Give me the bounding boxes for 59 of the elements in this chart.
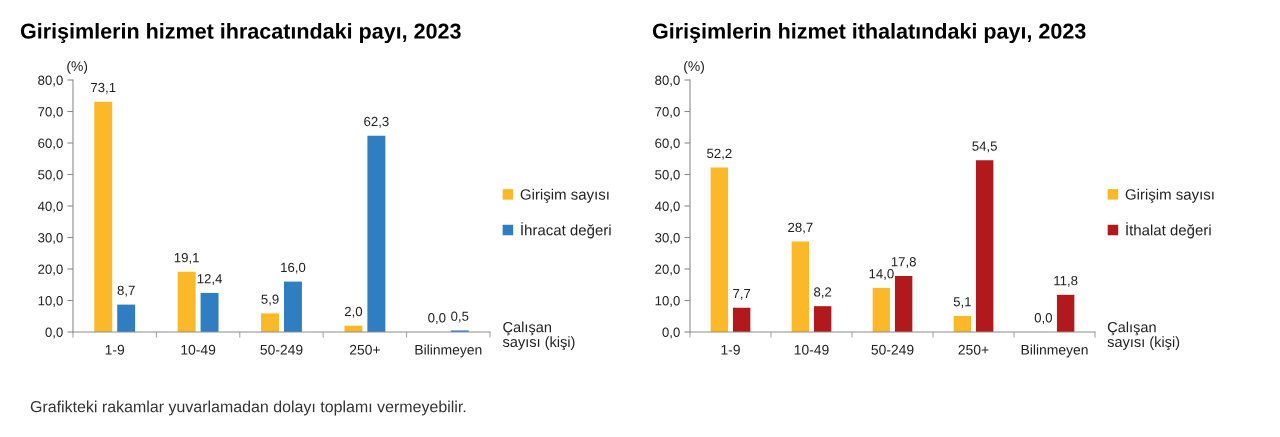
data-label: 54,5 (972, 141, 997, 153)
text: Grafikteki rakamlar yuvarlamadan dolayı toplamı vermeyebilir. (30, 400, 466, 416)
x-tick-label: Bilinmeyen (415, 344, 482, 358)
y-tick-label: 0,0 (45, 327, 63, 339)
x-tick-label: 250+ (958, 344, 989, 355)
data-label: 52,2 (707, 148, 732, 160)
legend-label: İhracat değeri (521, 222, 611, 239)
data-label: 5,9 (261, 294, 279, 306)
y-axis-title: (%) (684, 60, 704, 74)
y-tick-label: 60,0 (655, 138, 680, 150)
y-tick-label: 40,0 (654, 201, 680, 213)
data-label: 12,4 (197, 274, 223, 285)
x-axis-title: Çalışan sayısı (kişi) (1107, 321, 1180, 350)
x-tick-label: Bilinmeyen (1021, 344, 1088, 358)
y-tick-label: 50,0 (38, 170, 63, 181)
data-label: 0,0 (1034, 313, 1053, 325)
y-tick-label: 70,0 (655, 107, 680, 118)
x-axis-title: Çalışan sayısı (kişi) (502, 321, 575, 350)
y-tick-label: 80,0 (655, 75, 680, 87)
y-tick-label: 10,0 (38, 296, 63, 307)
x-tick-label: 10-49 (794, 344, 829, 355)
x-tick-label: 250+ (349, 344, 380, 355)
y-tick-label: 30,0 (38, 233, 63, 244)
legend-label: Girişim sayısı (1125, 188, 1214, 203)
y-tick-label: 60,0 (38, 138, 63, 150)
y-tick-label: 70,0 (38, 107, 63, 118)
legend-label: İthalat değeri (1126, 222, 1211, 239)
y-tick-label: 80,0 (38, 75, 63, 87)
data-label: 14,0 (869, 269, 894, 280)
data-label: 62,3 (364, 116, 389, 128)
x-tick-label: 1-9 (105, 344, 125, 355)
data-label: 0,5 (451, 311, 469, 323)
y-tick-label: 20,0 (655, 264, 680, 276)
data-label: 28,7 (788, 222, 813, 234)
data-label: 5,1 (953, 297, 971, 308)
y-tick-label: 30,0 (655, 233, 680, 244)
x-tick-label: 1-9 (721, 344, 740, 355)
data-label: 2,0 (344, 306, 363, 318)
data-label: 8,2 (814, 287, 832, 299)
data-label: 7,7 (733, 288, 751, 300)
x-tick-label: 50-249 (871, 344, 914, 355)
x-tick-label: 10-49 (181, 344, 216, 355)
data-label: 19,1 (174, 252, 199, 264)
data-label: 73,1 (91, 82, 116, 94)
x-tick-label: 50-249 (260, 344, 303, 355)
data-label: 16,0 (281, 262, 306, 274)
y-tick-label: 20,0 (38, 264, 63, 276)
data-label: 8,7 (117, 285, 135, 297)
y-tick-label: 40,0 (37, 201, 63, 213)
legend-label: Girişim sayısı (520, 188, 609, 203)
y-tick-label: 0,0 (662, 327, 680, 339)
chart-title: Girişimlerin hizmet ithalatındaki payı, 2023 (652, 22, 1086, 44)
y-tick-label: 10,0 (655, 296, 680, 307)
data-label: 11,8 (1054, 275, 1078, 287)
data-label: 0,0 (428, 313, 446, 325)
data-label: 17,8 (891, 257, 916, 268)
y-tick-label: 50,0 (655, 170, 680, 181)
chart-title: Girişimlerin hizmet ihracatındaki payı, 2023 (20, 22, 461, 44)
y-axis-title: (%) (67, 60, 88, 74)
